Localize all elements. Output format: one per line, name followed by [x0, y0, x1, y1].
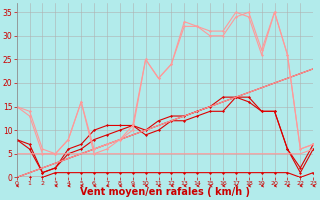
X-axis label: Vent moyen/en rafales ( km/h ): Vent moyen/en rafales ( km/h )	[80, 187, 250, 197]
